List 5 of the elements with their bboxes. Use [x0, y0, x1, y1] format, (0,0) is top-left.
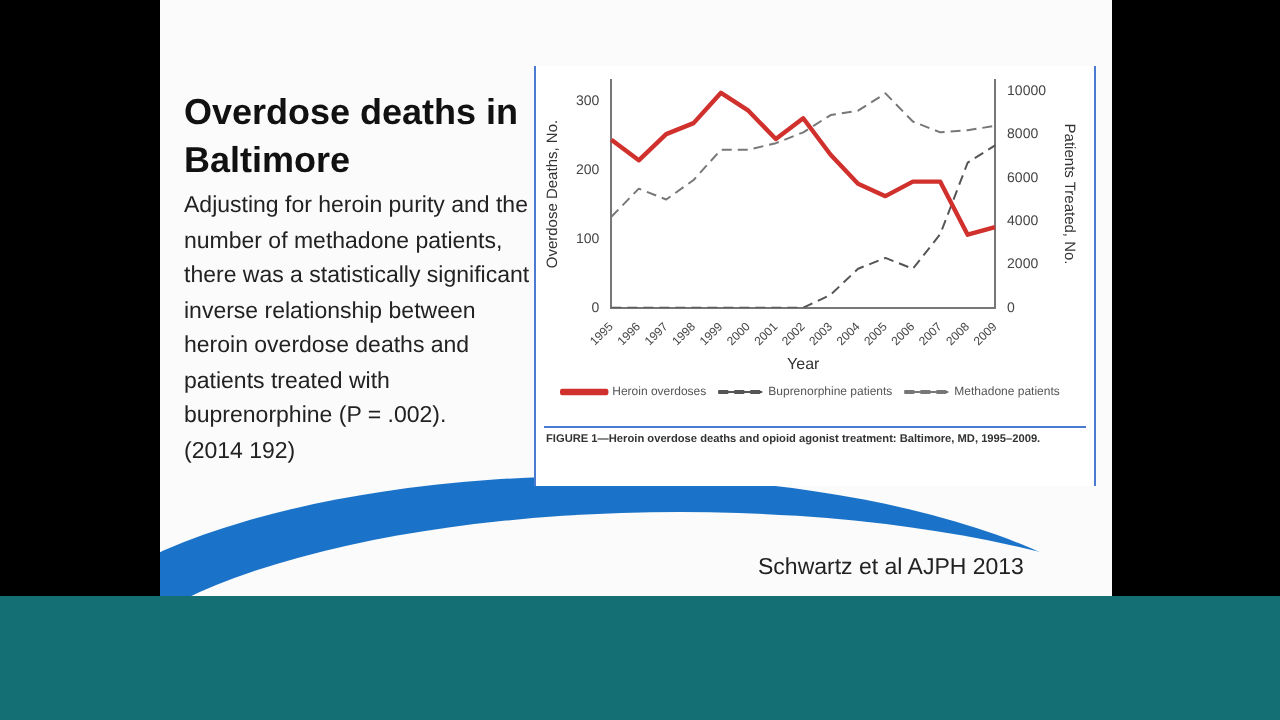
text: Adjusting for heroin purity and the number of methadone patients, there was a statistically significant inverse relationship between heroin overdose deaths and patients treated with buprenorphine (P = .002).	[184, 194, 530, 428]
text: Overdose deaths in Baltimore	[184, 90, 521, 184]
text: Schwartz et al AJPH 2013	[758, 556, 1024, 580]
text: (2014 192)	[184, 437, 298, 467]
x-axis-title: Year	[787, 354, 821, 373]
